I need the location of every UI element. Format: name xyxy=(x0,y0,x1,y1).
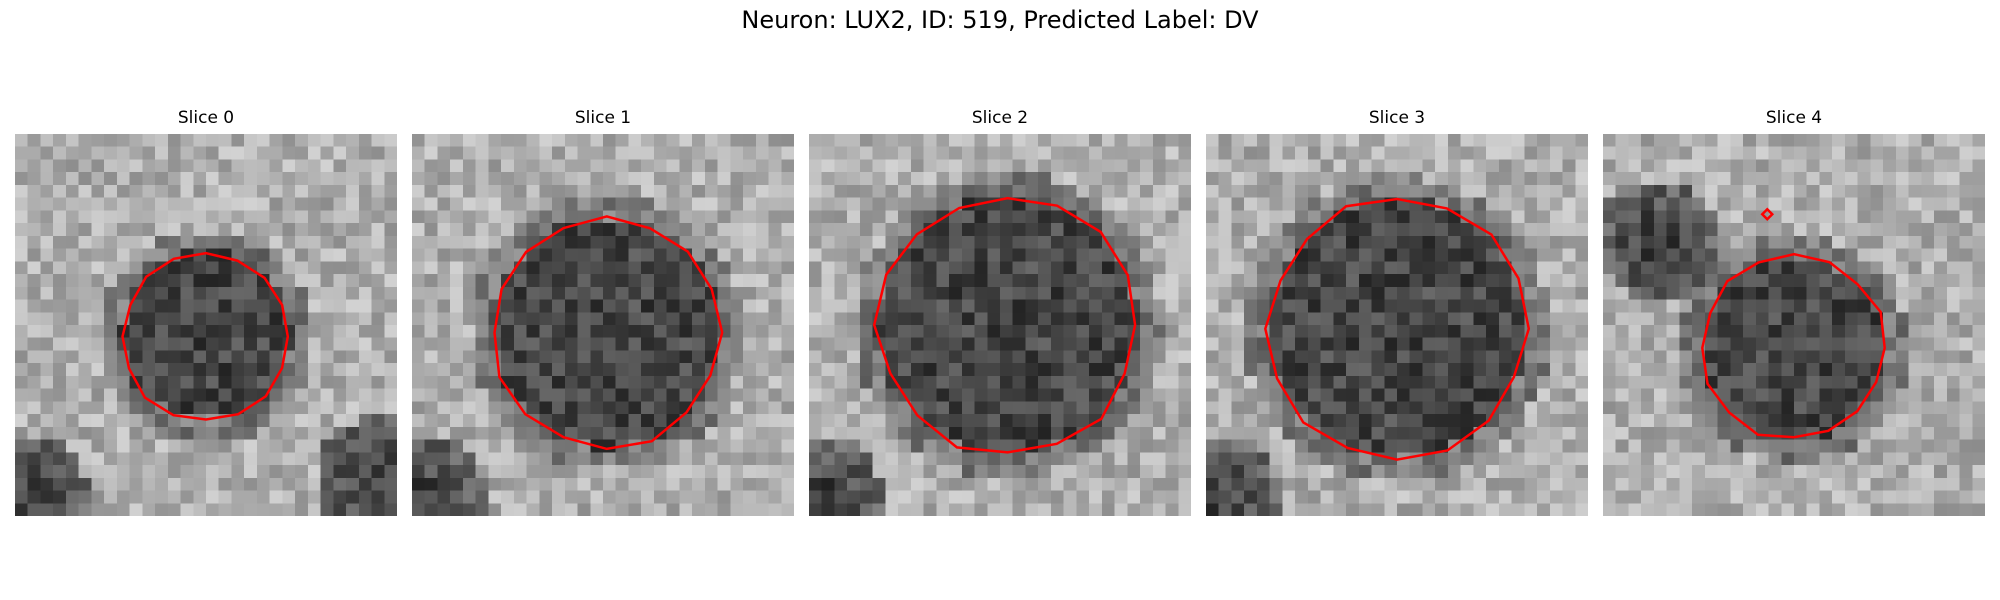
roi-contour xyxy=(121,251,290,421)
roi-contour xyxy=(872,196,1137,454)
slice-panel-4: Slice 4 xyxy=(1603,106,1985,516)
roi-small-contour xyxy=(1760,207,1775,221)
slice-2-title: Slice 2 xyxy=(971,108,1029,128)
slice-0-title: Slice 0 xyxy=(177,108,235,128)
slice-1-title: Slice 1 xyxy=(574,108,632,128)
slice-panel-2: Slice 2 xyxy=(809,106,1191,516)
slice-panel-1: Slice 1 xyxy=(412,106,794,516)
roi-contour xyxy=(1701,252,1886,439)
slice-2-image xyxy=(809,134,1191,516)
slice-4-image xyxy=(1603,134,1985,516)
slice-panel-0: Slice 0 xyxy=(15,106,397,516)
slice-4-title: Slice 4 xyxy=(1765,108,1823,128)
slice-1-image xyxy=(412,134,794,516)
slice-panel-3: Slice 3 xyxy=(1206,106,1588,516)
roi-contour xyxy=(1264,197,1531,461)
slice-3-title: Slice 3 xyxy=(1368,108,1426,128)
figure-title: Neuron: LUX2, ID: 519, Predicted Label: … xyxy=(741,6,1259,34)
slice-0-image xyxy=(15,134,397,516)
slice-3-image xyxy=(1206,134,1588,516)
roi-contour xyxy=(493,215,724,451)
